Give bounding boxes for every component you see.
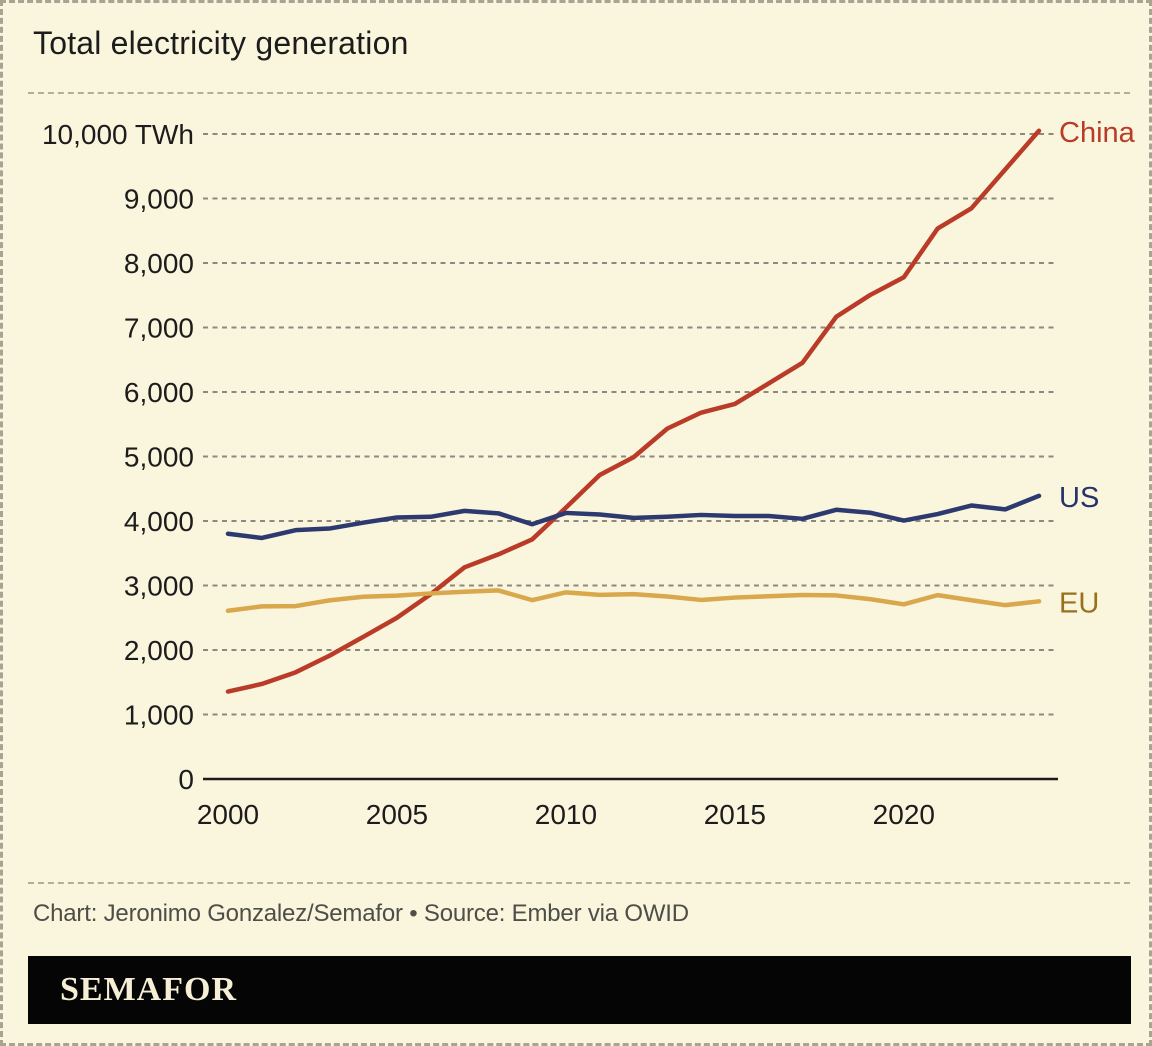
x-axis-label: 2000 [197,799,259,830]
series-label-us: US [1059,482,1099,514]
series-line-us [225,493,1042,541]
y-axis-label: 1,000 [124,700,194,731]
y-axis-label: 5,000 [124,442,194,473]
series-label-eu: EU [1059,587,1099,619]
chart-title: Total electricity generation [33,25,409,61]
x-axis-label: 2015 [704,799,766,830]
line-chart: 0 1,000 2,000 3,000 4,000 5,000 6,000 7,000 8,00… [42,117,1136,830]
chart-credit: Chart: Jeronimo Gonzalez/Semafor • Sourc… [33,900,689,927]
y-axis-label: 4,000 [124,506,194,537]
series-line-eu [225,588,1042,614]
series-line-china [225,128,1042,694]
semafor-wordmark: SEMAFOR [60,971,237,1008]
y-axis-label: 9,000 [124,184,194,215]
title-divider [28,92,1130,94]
y-axis-label: 2,000 [124,635,194,666]
y-axis-label: 6,000 [124,377,194,408]
y-axis-label: 8,000 [124,248,194,279]
y-axis-label: 10,000 TWh [42,119,194,150]
x-axis-label: 2020 [873,799,935,830]
y-axis-label: 3,000 [124,571,194,602]
x-axis-label: 2005 [366,799,428,830]
footer-divider [28,882,1130,884]
x-axis-label: 2010 [535,799,597,830]
series-label-china: China [1059,117,1136,149]
semafor-logo-bar: SEMAFOR [28,956,1131,1024]
y-axis-label: 0 [178,764,194,795]
y-axis-label: 7,000 [124,313,194,344]
